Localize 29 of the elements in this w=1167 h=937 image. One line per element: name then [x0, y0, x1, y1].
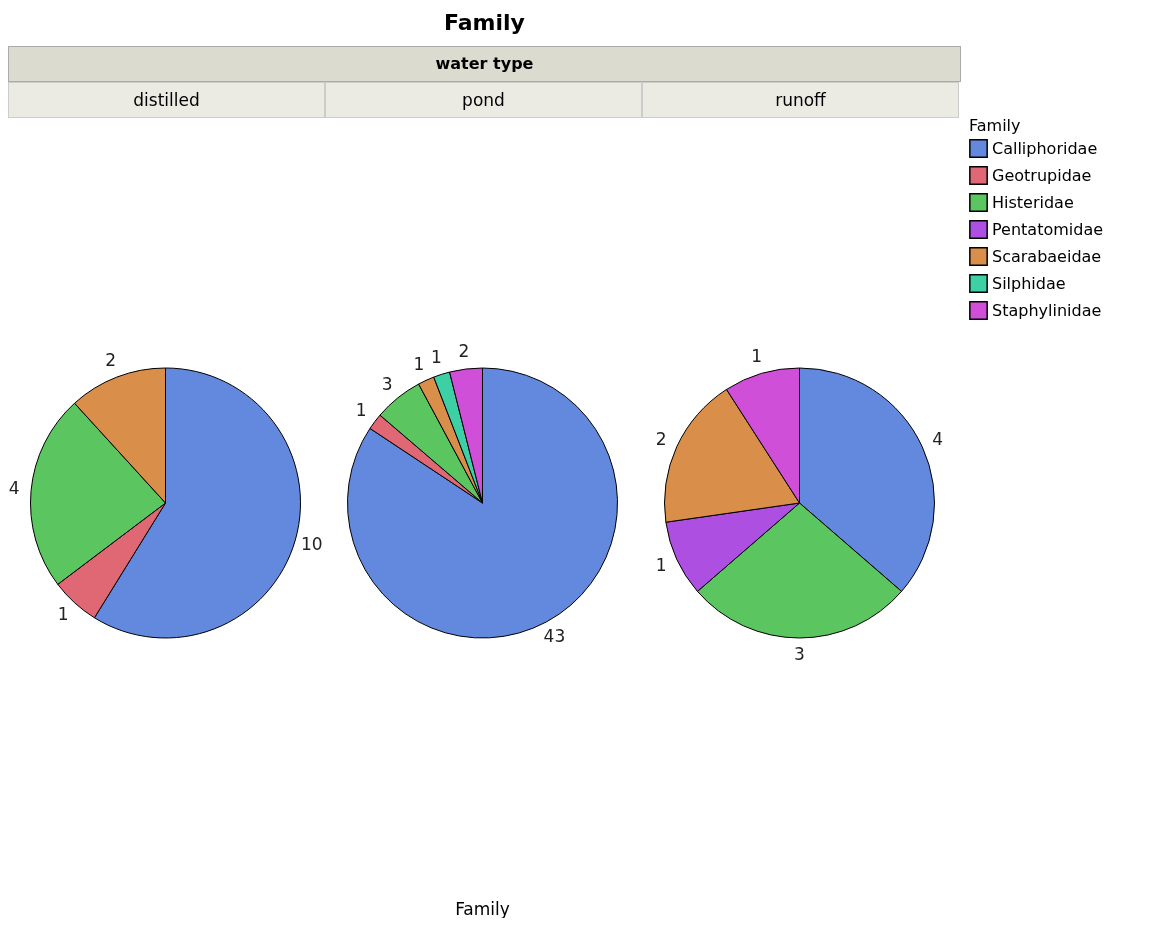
- legend-label: Calliphoridae: [992, 138, 1098, 158]
- data-label: 3: [381, 373, 393, 394]
- data-label: 10: [300, 533, 323, 554]
- legend-label: Geotrupidae: [992, 165, 1092, 185]
- data-label: 43: [543, 625, 566, 646]
- chart-title: distilled: [8, 82, 325, 118]
- data-label: 3: [794, 644, 805, 664]
- data-label: 1: [751, 346, 763, 367]
- text: Family: [443, 9, 526, 37]
- chart-title: runoff: [642, 82, 959, 118]
- data-label: 2: [458, 341, 470, 362]
- data-label: 4: [932, 428, 944, 449]
- chart-title: pond: [325, 82, 642, 118]
- legend-label: Silphidae: [992, 273, 1066, 293]
- legend-label: Histeridae: [992, 192, 1074, 212]
- data-label: 2: [105, 350, 117, 371]
- text: Family: [455, 899, 510, 919]
- data-label: 4: [8, 477, 20, 498]
- legend-title: Family: [969, 116, 1021, 135]
- data-label: 1: [57, 604, 69, 625]
- legend-label: Scarabaeidae: [992, 246, 1102, 266]
- data-label: 1: [431, 347, 442, 368]
- legend-label: Pentatomidae: [992, 219, 1104, 239]
- data-label: 1: [413, 353, 425, 374]
- data-label: 1: [355, 400, 367, 421]
- legend-label: Staphylinidae: [992, 300, 1102, 320]
- data-label: 2: [655, 428, 667, 449]
- data-label: 1: [655, 555, 667, 576]
- text: water type: [8, 46, 961, 82]
